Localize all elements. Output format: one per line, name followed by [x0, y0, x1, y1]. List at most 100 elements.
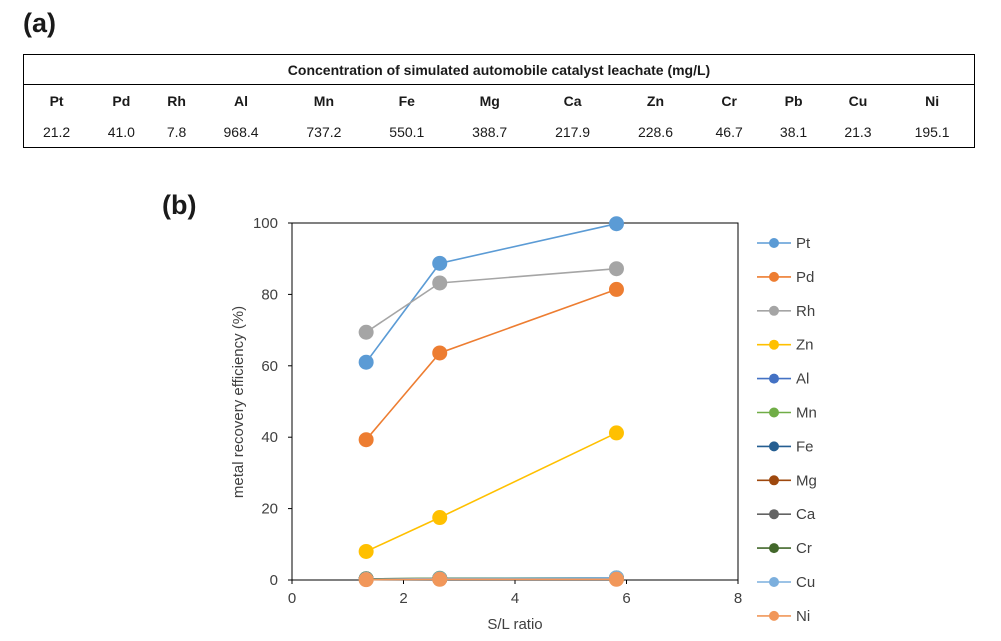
legend-marker	[769, 407, 779, 418]
y-tick-label: 80	[261, 286, 278, 303]
value-cell-rh: 7.8	[153, 117, 200, 148]
x-tick-label: 0	[288, 590, 296, 607]
data-point-rh	[358, 324, 374, 340]
legend-label: Cu	[796, 574, 815, 591]
value-cell-cr: 46.7	[696, 117, 762, 148]
legend-marker	[769, 339, 779, 350]
y-tick-label: 60	[261, 358, 278, 375]
x-tick-label: 4	[511, 590, 519, 607]
legend-marker	[769, 577, 779, 587]
x-tick-label: 2	[399, 590, 407, 607]
x-tick-label: 8	[734, 590, 742, 607]
series-line-pt	[365, 222, 617, 363]
legend-label: Pd	[796, 269, 814, 286]
legend-label: Rh	[796, 303, 815, 320]
value-cell-al: 968.4	[199, 117, 283, 148]
panel-b-label: (b)	[162, 190, 197, 220]
series-zn	[358, 425, 624, 559]
data-point-ni	[432, 571, 448, 587]
header-cell-pt: Pt	[23, 84, 90, 117]
legend-marker	[769, 271, 779, 282]
legend-marker	[769, 441, 779, 452]
legend-item-cu: Cu	[757, 574, 815, 591]
header-cell-ca: Ca	[563, 93, 582, 109]
legend-item-mn: Mn	[757, 405, 817, 422]
data-point-rh	[432, 275, 448, 291]
value-cell-pb: 38.1	[761, 117, 826, 148]
header-cell-rh: Rh	[167, 93, 186, 109]
legend-label: Al	[796, 371, 809, 388]
legend-label: Cr	[796, 540, 812, 557]
data-point-zn	[358, 543, 374, 559]
data-point-pt	[432, 255, 448, 271]
series-layer	[358, 216, 624, 588]
legend-item-zn: Zn	[757, 337, 814, 354]
legend-label: Zn	[796, 337, 814, 354]
series-pt	[358, 216, 624, 370]
series-line-zn	[365, 432, 617, 553]
legend-label: Ni	[796, 608, 810, 625]
header-cell-pd: Pd	[112, 93, 131, 109]
legend-item-fe: Fe	[757, 438, 814, 455]
legend-item-mg: Mg	[757, 472, 817, 489]
y-tick-label: 40	[261, 429, 278, 446]
header-cell-pb: Pb	[784, 93, 803, 109]
table-title: Concentration of simulated automobile ca…	[23, 54, 975, 85]
data-point-zn	[432, 510, 448, 526]
header-cell-cu: Cu	[848, 93, 868, 109]
legend-item-ca: Ca	[757, 506, 816, 523]
data-point-pd	[432, 345, 448, 361]
table-header-row: Pt Pd Rh Al Mn Fe Mg Ca Zn Cr Pb Cu Ni	[23, 84, 976, 117]
data-point-zn	[608, 425, 624, 441]
value-cell-ca: 217.9	[531, 117, 615, 148]
legend-item-pt: Pt	[757, 235, 811, 252]
legend-marker	[769, 610, 779, 621]
legend: Pt Pd Rh Zn Al Mn Fe Mg Ca Cr Cu Ni	[757, 235, 817, 625]
series-pd	[358, 281, 624, 448]
data-point-pt	[358, 354, 374, 370]
legend-marker	[769, 238, 779, 248]
legend-label: Ca	[796, 506, 816, 523]
value-cell-mn: 737.2	[282, 117, 366, 148]
x-axis-label: S/L ratio	[487, 616, 542, 633]
y-axis-label: metal recovery efficiency (%)	[230, 306, 247, 498]
header-cell-fe: Fe	[398, 93, 415, 109]
value-cell-pd: 41.0	[89, 117, 154, 148]
legend-label: Mn	[796, 405, 817, 422]
legend-marker	[769, 543, 779, 554]
data-point-pd	[358, 432, 374, 448]
legend-marker	[769, 509, 779, 520]
legend-label: Mg	[796, 472, 817, 489]
legend-marker	[769, 305, 779, 316]
data-point-pd	[608, 281, 624, 297]
value-cell-fe: 550.1	[365, 117, 449, 148]
header-cell-zn: Zn	[646, 93, 665, 109]
value-cell-zn: 228.6	[614, 117, 697, 148]
legend-label: Fe	[796, 438, 814, 455]
header-cell-ni: Ni	[890, 84, 976, 117]
value-cell-mg: 388.7	[448, 117, 532, 148]
legend-item-pd: Pd	[757, 269, 814, 286]
header-cell-mg: Mg	[479, 93, 500, 109]
y-tick-label: 0	[270, 572, 278, 589]
data-point-rh	[608, 261, 624, 277]
value-cell-ni: 195.1	[890, 117, 976, 148]
panel-a-label: (a)	[23, 8, 56, 38]
y-tick-label: 100	[253, 215, 278, 232]
series-line-rh	[365, 267, 617, 333]
legend-label: Pt	[796, 235, 811, 252]
header-cell-mn: Mn	[313, 93, 335, 109]
value-cell-pt: 21.2	[23, 117, 90, 148]
series-rh	[358, 261, 624, 340]
data-point-pt	[608, 216, 624, 232]
header-cell-cr: Cr	[721, 93, 737, 109]
legend-marker	[769, 373, 779, 384]
table-value-row: 21.2 41.0 7.8 968.4 737.2 550.1 388.7 217.9 228.…	[23, 117, 976, 148]
data-point-ni	[358, 572, 374, 588]
legend-item-ni: Ni	[757, 608, 810, 625]
value-cell-cu: 21.3	[825, 117, 891, 148]
legend-item-cr: Cr	[757, 540, 812, 557]
header-cell-al: Al	[234, 93, 249, 109]
concentration-table: Concentration of simulated automobile ca…	[23, 54, 976, 148]
